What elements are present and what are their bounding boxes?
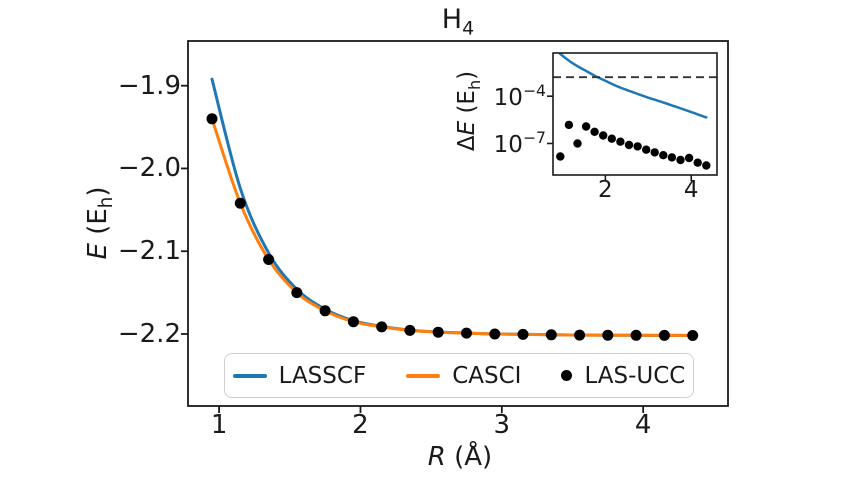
data-point	[461, 327, 472, 339]
data-point	[234, 197, 246, 209]
data-point	[642, 145, 651, 154]
legend-item-casci: CASCI	[406, 363, 521, 389]
data-point	[659, 151, 668, 160]
data-point	[432, 326, 444, 338]
x-tick-label: 2	[352, 410, 369, 440]
inset-y-tick-label: 10−4	[493, 81, 546, 112]
data-point	[573, 139, 582, 148]
inset-plot-data	[553, 53, 717, 170]
legend-line-swatch	[406, 373, 441, 378]
legend-item-lasscf: LASSCF	[232, 362, 367, 389]
data-point	[347, 316, 359, 328]
data-point	[404, 324, 416, 336]
data-point	[684, 153, 694, 163]
lasscf-line	[210, 77, 695, 337]
title-text: H	[441, 4, 463, 35]
data-point	[633, 142, 642, 151]
data-point	[616, 137, 625, 146]
plot-title: H4	[188, 3, 728, 45]
data-point	[517, 328, 529, 340]
inset-lasscf-error-line	[559, 53, 708, 119]
las-ucc-points	[206, 113, 699, 341]
data-point	[667, 153, 677, 162]
legend-item-las-ucc: LAS-UCC	[561, 363, 685, 389]
data-point	[556, 152, 565, 161]
y-tick-label: −2.2	[117, 318, 181, 349]
data-point	[564, 120, 574, 130]
data-point	[319, 305, 331, 317]
y-tick-label: −2.1	[117, 236, 181, 267]
data-point	[687, 330, 699, 341]
data-point	[263, 254, 275, 265]
inset-y-tick-label: 10−7	[493, 128, 546, 159]
main-axes-box	[187, 40, 729, 407]
inset-y-axis-label: ΔE (Eh)	[454, 70, 484, 152]
data-point	[676, 155, 685, 165]
casci-line	[210, 117, 695, 337]
y-tick-label: −2.0	[117, 153, 181, 184]
data-point	[489, 328, 501, 340]
data-point	[574, 329, 586, 341]
data-point	[581, 122, 591, 131]
data-point	[602, 329, 614, 341]
legend-line-swatch	[232, 373, 267, 378]
inset-x-tick-label: 4	[683, 177, 699, 203]
data-point	[206, 113, 218, 125]
data-point	[545, 329, 557, 341]
x-tick-label: 4	[634, 410, 652, 440]
y-tick-label: −1.9	[117, 70, 181, 101]
title-subscript: 4	[462, 17, 475, 40]
data-point	[291, 287, 303, 299]
data-point	[376, 321, 388, 333]
data-point	[693, 158, 702, 167]
inset-las-ucc-error-points	[556, 120, 711, 170]
inset-axes-box	[552, 52, 718, 176]
data-point	[658, 329, 670, 341]
legend-dot-swatch	[561, 370, 573, 381]
main-y-axis-label: E (Eh)	[82, 186, 118, 260]
x-tick-label: 1	[210, 410, 228, 440]
data-point	[624, 140, 634, 150]
tick-marks	[181, 84, 693, 413]
inset-x-tick-label: 2	[598, 177, 613, 203]
legend-item-label: LASSCF	[278, 362, 367, 389]
x-tick-label: 3	[493, 410, 511, 440]
data-point	[590, 127, 599, 136]
legend: LASSCF CASCI LAS-UCC	[224, 353, 694, 398]
legend-item-label: CASCI	[452, 362, 522, 389]
data-point	[650, 148, 659, 157]
data-point	[630, 329, 642, 341]
main-x-axis-label: R (Å)	[427, 442, 493, 472]
data-point	[607, 134, 616, 143]
main-plot-data	[206, 77, 699, 341]
data-point	[702, 161, 711, 170]
data-point	[599, 131, 608, 140]
legend-item-label: LAS-UCC	[584, 362, 686, 389]
